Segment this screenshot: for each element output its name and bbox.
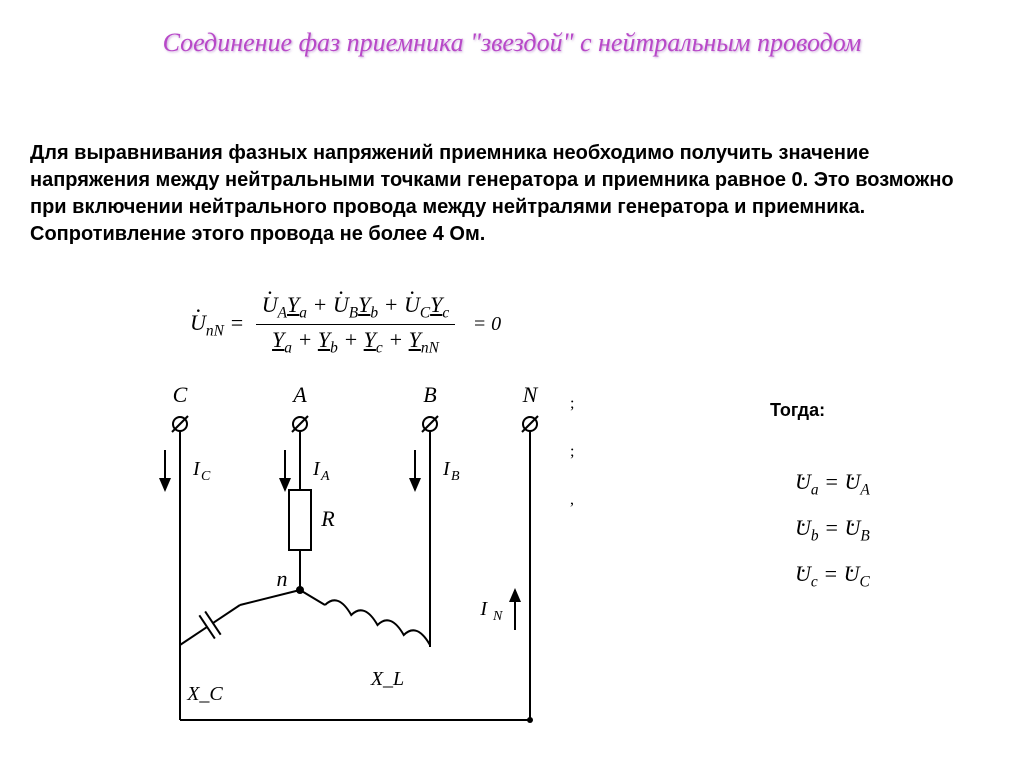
main-formula: UnN = UAYa + UBYb + UCYc Ya + Yb + Yc + … bbox=[190, 290, 501, 360]
svg-text:C: C bbox=[173, 382, 188, 407]
svg-text:C: C bbox=[201, 469, 211, 484]
svg-text:n: n bbox=[277, 566, 288, 591]
svg-text:B: B bbox=[451, 469, 460, 484]
svg-text:I: I bbox=[192, 458, 201, 480]
page-title: Соединение фаз приемника "звездой" с ней… bbox=[0, 28, 1024, 58]
svg-text:I: I bbox=[479, 598, 488, 620]
svg-text:A: A bbox=[320, 469, 330, 484]
svg-text:I: I bbox=[442, 458, 451, 480]
svg-text:R: R bbox=[320, 506, 335, 531]
svg-text:X_C: X_C bbox=[186, 683, 223, 705]
svg-text:I: I bbox=[312, 458, 321, 480]
togda-label: Тогда: bbox=[770, 400, 825, 421]
body-paragraph: Для выравнивания фазных напряжений прием… bbox=[30, 140, 994, 248]
svg-text:X_L: X_L bbox=[370, 668, 404, 690]
result-equations: Ua = UA Ub = UB Uc = UC bbox=[795, 460, 870, 599]
circuit-diagram: CABNRnX_CX_LICIAIBIN bbox=[90, 380, 650, 750]
svg-text:A: A bbox=[291, 382, 307, 407]
svg-text:N: N bbox=[492, 609, 503, 624]
svg-text:B: B bbox=[423, 382, 436, 407]
svg-text:N: N bbox=[522, 382, 539, 407]
formula-rhs: = 0 bbox=[473, 313, 502, 336]
